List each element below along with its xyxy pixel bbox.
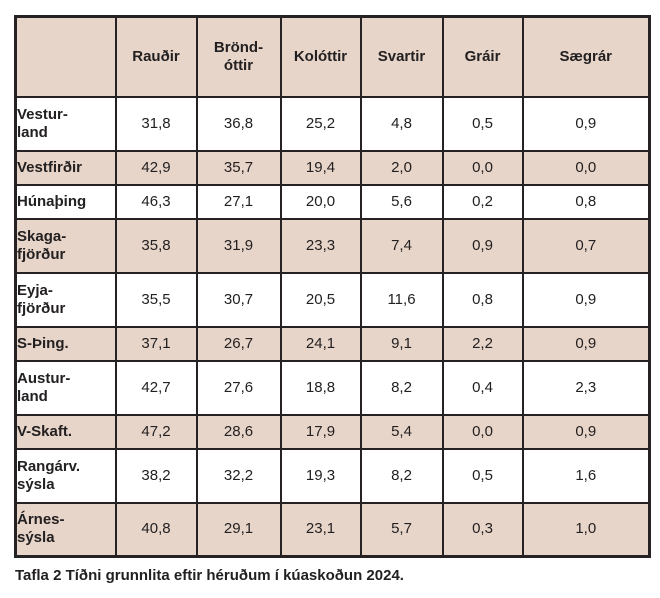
- table-row: S-Þing. 37,1 26,7 24,1 9,1 2,2 0,9: [14, 325, 651, 362]
- row-header: Árnes- sýsla: [14, 501, 117, 558]
- data-cell: 31,8: [114, 95, 198, 152]
- data-cell: 2,3: [521, 359, 651, 416]
- data-cell: 17,9: [279, 413, 362, 450]
- data-cell: 27,1: [195, 183, 282, 220]
- data-cell: 0,0: [441, 149, 524, 186]
- row-header: Vestfirðir: [14, 149, 117, 186]
- data-cell: 8,2: [359, 359, 444, 416]
- data-cell: 38,2: [114, 447, 198, 504]
- data-cell: 46,3: [114, 183, 198, 220]
- table-body: Vestur- land 31,8 36,8 25,2 4,8 0,5 0,9 Vestf…: [14, 95, 651, 558]
- data-cell: 2,2: [441, 325, 524, 362]
- data-cell: 26,7: [195, 325, 282, 362]
- data-cell: 0,9: [521, 325, 651, 362]
- row-header: Vestur- land: [14, 95, 117, 152]
- data-cell: 0,9: [521, 413, 651, 450]
- data-cell: 42,7: [114, 359, 198, 416]
- data-cell: 35,7: [195, 149, 282, 186]
- column-header: Kolóttir: [279, 15, 362, 98]
- data-cell: 2,0: [359, 149, 444, 186]
- data-cell: 27,6: [195, 359, 282, 416]
- corner-cell: [14, 15, 117, 98]
- data-cell: 0,8: [441, 271, 524, 328]
- data-cell: 0,8: [521, 183, 651, 220]
- data-cell: 7,4: [359, 217, 444, 274]
- row-header: S-Þing.: [14, 325, 117, 362]
- data-cell: 0,9: [441, 217, 524, 274]
- row-header: Eyja- fjörður: [14, 271, 117, 328]
- row-header: Skaga- fjörður: [14, 217, 117, 274]
- frequency-table: Rauðir Brönd- óttir Kolóttir Svartir Gráir Sæ…: [14, 15, 651, 558]
- data-cell: 19,4: [279, 149, 362, 186]
- data-cell: 0,9: [521, 271, 651, 328]
- data-cell: 0,4: [441, 359, 524, 416]
- data-cell: 0,5: [441, 95, 524, 152]
- data-cell: 1,6: [521, 447, 651, 504]
- row-header: Húnaþing: [14, 183, 117, 220]
- data-cell: 20,0: [279, 183, 362, 220]
- data-cell: 0,2: [441, 183, 524, 220]
- data-cell: 0,5: [441, 447, 524, 504]
- data-cell: 47,2: [114, 413, 198, 450]
- data-cell: 29,1: [195, 501, 282, 558]
- header-row: Rauðir Brönd- óttir Kolóttir Svartir Gráir Sæ…: [14, 15, 651, 98]
- data-cell: 9,1: [359, 325, 444, 362]
- data-cell: 11,6: [359, 271, 444, 328]
- table-row: Húnaþing 46,3 27,1 20,0 5,6 0,2 0,8: [14, 183, 651, 220]
- column-header: Gráir: [441, 15, 524, 98]
- row-header: V-Skaft.: [14, 413, 117, 450]
- column-header: Rauðir: [114, 15, 198, 98]
- data-cell: 23,1: [279, 501, 362, 558]
- data-cell: 1,0: [521, 501, 651, 558]
- data-cell: 36,8: [195, 95, 282, 152]
- data-cell: 30,7: [195, 271, 282, 328]
- table-row: Austur- land 42,7 27,6 18,8 8,2 0,4 2,3: [14, 359, 651, 416]
- table-row: Vestfirðir 42,9 35,7 19,4 2,0 0,0 0,0: [14, 149, 651, 186]
- data-cell: 18,8: [279, 359, 362, 416]
- data-cell: 0,9: [521, 95, 651, 152]
- table-row: Skaga- fjörður 35,8 31,9 23,3 7,4 0,9 0,7: [14, 217, 651, 274]
- data-cell: 31,9: [195, 217, 282, 274]
- data-cell: 5,4: [359, 413, 444, 450]
- data-cell: 28,6: [195, 413, 282, 450]
- data-cell: 20,5: [279, 271, 362, 328]
- data-cell: 0,0: [521, 149, 651, 186]
- column-header: Sægrár: [521, 15, 651, 98]
- data-cell: 40,8: [114, 501, 198, 558]
- row-header: Austur- land: [14, 359, 117, 416]
- table-row: Vestur- land 31,8 36,8 25,2 4,8 0,5 0,9: [14, 95, 651, 152]
- data-cell: 35,8: [114, 217, 198, 274]
- row-header: Rangárv. sýsla: [14, 447, 117, 504]
- data-cell: 25,2: [279, 95, 362, 152]
- data-cell: 32,2: [195, 447, 282, 504]
- data-cell: 8,2: [359, 447, 444, 504]
- table-caption: Tafla 2 Tíðni grunnlita eftir héruðum í …: [15, 567, 404, 584]
- table-row: Rangárv. sýsla 38,2 32,2 19,3 8,2 0,5 1,6: [14, 447, 651, 504]
- data-cell: 23,3: [279, 217, 362, 274]
- data-cell: 37,1: [114, 325, 198, 362]
- data-cell: 42,9: [114, 149, 198, 186]
- data-cell: 5,7: [359, 501, 444, 558]
- data-cell: 5,6: [359, 183, 444, 220]
- data-cell: 24,1: [279, 325, 362, 362]
- column-header: Svartir: [359, 15, 444, 98]
- data-cell: 0,7: [521, 217, 651, 274]
- table-row: Árnes- sýsla 40,8 29,1 23,1 5,7 0,3 1,0: [14, 501, 651, 558]
- data-cell: 0,3: [441, 501, 524, 558]
- data-cell: 19,3: [279, 447, 362, 504]
- data-cell: 4,8: [359, 95, 444, 152]
- data-cell: 0,0: [441, 413, 524, 450]
- table-row: V-Skaft. 47,2 28,6 17,9 5,4 0,0 0,9: [14, 413, 651, 450]
- column-header: Brönd- óttir: [195, 15, 282, 98]
- table-row: Eyja- fjörður 35,5 30,7 20,5 11,6 0,8 0,9: [14, 271, 651, 328]
- data-cell: 35,5: [114, 271, 198, 328]
